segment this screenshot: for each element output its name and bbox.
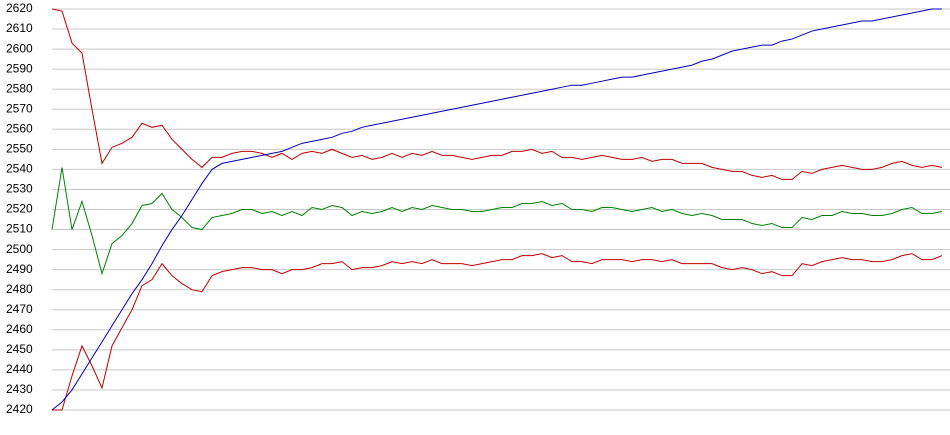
y-tick-label: 2600 [6,41,33,55]
y-tick-label: 2540 [6,162,33,176]
y-tick-label: 2490 [6,262,33,276]
y-tick-label: 2440 [6,362,33,376]
y-tick-label: 2560 [6,121,33,135]
y-tick-label: 2460 [6,322,33,336]
y-tick-label: 2520 [6,202,33,216]
y-tick-label: 2530 [6,182,33,196]
y-tick-label: 2580 [6,81,33,95]
y-tick-label: 2610 [6,21,33,35]
y-tick-label: 2550 [6,142,33,156]
y-tick-label: 2500 [6,242,33,256]
line-series [51,8,942,411]
y-tick-label: 2450 [6,342,33,356]
y-tick-label: 2470 [6,302,33,316]
y-tick-label: 2420 [6,402,33,416]
y-tick-label: 2570 [6,101,33,115]
line-series [51,8,943,180]
y-tick-label: 2430 [6,382,33,396]
y-tick-label: 2620 [6,1,33,15]
line-series [51,167,943,276]
y-tick-label: 2480 [6,282,33,296]
line-series [52,253,943,411]
y-tick-label: 2590 [6,61,33,75]
y-tick-label: 2510 [6,222,33,236]
